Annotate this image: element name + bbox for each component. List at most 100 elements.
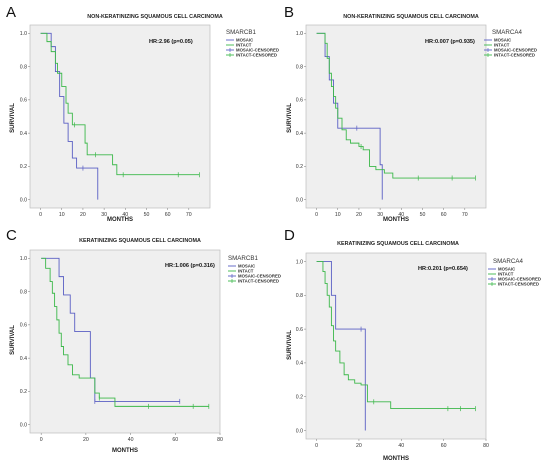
y-tick-label: 0.4 [20,356,27,362]
y-tick-label: 0.8 [20,289,27,295]
legend-entry: MOSAIC-CENSORED [236,48,279,53]
panel-label-a: A [6,4,16,21]
panel-title-d: KERATINIZING SQUAMOUS CELL CARCINOMA [337,241,459,247]
x-tick-label: 70 [186,212,192,218]
ticks-b: 0.0 0.2 0.4 0.6 0.8 1.0 0 10 20 30 40 50 60 70 [296,31,468,218]
x-tick-label: 60 [165,212,171,218]
legend-entry: INTACT [498,272,514,277]
ticks-a: 0.0 0.2 0.4 0.6 0.8 1.0 0 10 20 30 40 50 60 70 [20,31,192,218]
km-curve-mosaic [316,261,366,431]
legend-entry: MOSAIC [238,264,255,269]
x-tick-label: 30 [101,212,107,218]
legend-entry: INTACT [238,269,254,274]
y-tick-label: 1.0 [296,259,303,265]
legend-title-a: SMARCB1 [226,29,256,36]
x-tick-label: 0 [40,437,43,443]
legend-entry: MOSAIC-CENSORED [238,274,281,279]
x-tick-label: 0 [315,212,318,218]
panel-title-a: NON-KERATINIZING SQUAMOUS CELL CARCINOMA [87,14,223,20]
legend-entry: INTACT-CENSORED [494,53,535,58]
legend-a: MOSAICINTACTMOSAIC-CENSOREDINTACT-CENSOR… [226,38,279,58]
y-tick-label: 0.0 [296,428,303,434]
km-curve-mosaic [40,32,99,200]
legend-entry: INTACT-CENSORED [238,279,279,284]
x-tick-label: 50 [144,212,150,218]
curves-c [41,257,210,409]
x-tick-label: 70 [462,212,468,218]
y-tick-label: 0.6 [296,98,303,104]
ticks-c: 0.0 0.2 0.4 0.6 0.8 1.0 0 20 40 60 80 [20,256,223,443]
x-tick-label: 20 [356,443,362,449]
panel-label-b: B [284,4,294,21]
y-tick-label: 0.6 [20,323,27,329]
hr-annotation-c: HR:1.006 (p=0.316) [165,263,215,269]
legend-entry: MOSAIC [494,38,511,43]
x-tick-label: 20 [83,437,89,443]
y-tick-label: 1.0 [20,256,27,262]
y-tick-label: 0.8 [20,64,27,70]
legend-entry: INTACT-CENSORED [236,53,277,58]
hr-annotation-d: HR:0.201 (p=0.654) [418,266,468,272]
ticks-d: 0.0 0.2 0.4 0.6 0.8 1.0 0 20 40 60 80 [296,259,489,449]
legend-entry: INTACT [494,43,510,48]
y-tick-label: 0.4 [20,131,27,137]
y-axis-label-b: SURVIVAL [287,103,293,133]
hr-annotation-b: HR:0.007 (p=0.935) [425,39,475,45]
x-tick-label: 10 [59,212,65,218]
x-axis-label-a: MONTHS [107,217,133,223]
y-axis-label-c: SURVIVAL [10,325,16,355]
legend-entry: INTACT [236,43,252,48]
y-tick-label: 0.0 [20,422,27,428]
x-tick-label: 80 [483,443,489,449]
plot-area-b [305,24,487,209]
legend-b: MOSAICINTACTMOSAIC-CENSOREDINTACT-CENSOR… [484,38,537,58]
panel-label-d: D [284,227,295,244]
legend-title-b: SMARCA4 [492,29,522,36]
y-tick-label: 0.0 [296,197,303,203]
legend-d: MOSAICINTACTMOSAIC-CENSOREDINTACT-CENSOR… [488,267,541,287]
x-tick-label: 0 [315,443,318,449]
y-axis-label-a: SURVIVAL [10,103,16,133]
y-tick-label: 0.4 [296,361,303,367]
plot-area-d [305,252,487,440]
km-curve-intact [41,257,209,407]
x-tick-label: 60 [172,437,178,443]
x-tick-label: 30 [377,212,383,218]
y-tick-label: 0.8 [296,64,303,70]
y-tick-label: 0.2 [20,164,27,170]
curves-a [40,32,200,200]
legend-entry: MOSAIC-CENSORED [494,48,537,53]
km-curve-intact [40,32,200,176]
x-tick-label: 0 [39,212,42,218]
curves-d [316,261,476,431]
y-tick-label: 0.4 [296,131,303,137]
panel-b: B NON-KERATINIZING SQUAMOUS CELL CARCINO… [284,4,537,223]
x-axis-label-c: MONTHS [112,448,138,454]
y-tick-label: 0.0 [20,197,27,203]
panel-a: A NON-KERATINIZING SQUAMOUS CELL CARCINO… [6,4,279,223]
legend-entry: MOSAIC [498,267,515,272]
panel-title-c: KERATINIZING SQUAMOUS CELL CARCINOMA [79,238,201,244]
panel-c: C KERATINIZING SQUAMOUS CELL CARCINOMA S… [6,227,281,454]
curves-b [316,32,476,200]
legend-c: MOSAICINTACTMOSAIC-CENSOREDINTACT-CENSOR… [228,264,281,284]
y-tick-label: 1.0 [20,31,27,37]
panel-label-c: C [6,227,17,244]
x-tick-label: 60 [441,443,447,449]
x-tick-label: 50 [420,212,426,218]
x-tick-label: 20 [80,212,86,218]
legend-title-c: SMARCB1 [228,255,258,262]
x-tick-label: 80 [217,437,223,443]
y-axis-label-d: SURVIVAL [287,330,293,360]
x-tick-label: 40 [398,443,404,449]
km-curve-intact [316,32,476,179]
plot-area-c [29,249,221,434]
x-tick-label: 40 [398,212,404,218]
panel-d: D KERATINIZING SQUAMOUS CELL CARCINOMA S… [284,227,541,462]
y-tick-label: 1.0 [296,31,303,37]
legend-entry: INTACT-CENSORED [498,282,539,287]
hr-annotation-a: HR:2.96 (p=0.05) [149,39,193,45]
y-tick-label: 0.6 [20,98,27,104]
legend-entry: MOSAIC [236,38,253,43]
